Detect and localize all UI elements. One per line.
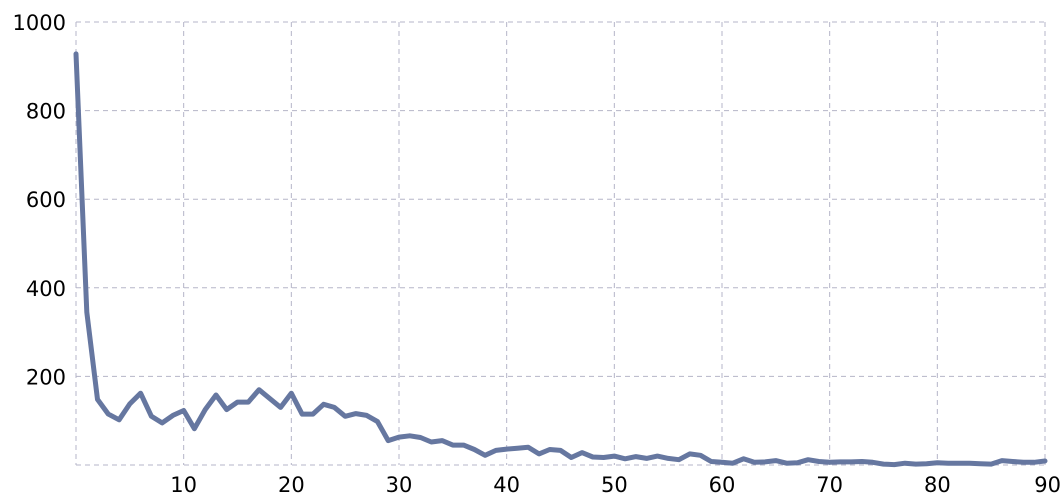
y-axis-ticks: 200 400 600 800 1000 — [13, 11, 66, 389]
x-tick-label: 40 — [493, 473, 520, 497]
x-tick-label: 60 — [709, 473, 736, 497]
x-tick-label: 90 — [1034, 473, 1061, 497]
y-tick-label: 200 — [26, 365, 66, 389]
grid — [75, 21, 1046, 466]
x-tick-label: 50 — [601, 473, 628, 497]
x-tick-label: 10 — [170, 473, 197, 497]
x-tick-label: 80 — [924, 473, 951, 497]
x-tick-label: 20 — [278, 473, 305, 497]
series — [73, 51, 1048, 468]
y-tick-label: 400 — [26, 277, 66, 301]
y-tick-label: 600 — [26, 188, 66, 212]
x-axis-ticks: 10 20 30 40 50 60 70 80 90 — [170, 473, 1061, 497]
x-tick-label: 70 — [816, 473, 843, 497]
y-tick-label: 800 — [26, 100, 66, 124]
series-line-0 — [73, 51, 1048, 468]
x-tick-label: 30 — [386, 473, 413, 497]
y-tick-label: 1000 — [13, 11, 66, 35]
